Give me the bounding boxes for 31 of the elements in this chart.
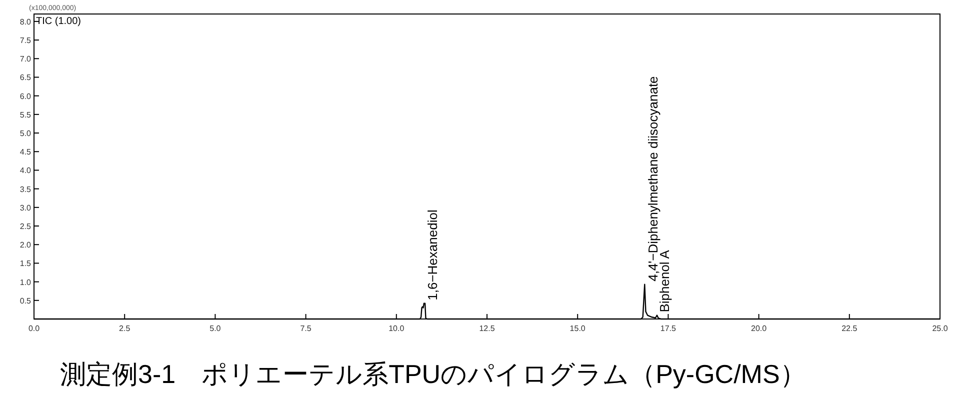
- y-tick-label: 4.0: [20, 166, 32, 176]
- y-tick-label: 2.5: [20, 222, 32, 232]
- y-tick-label: 7.0: [20, 54, 32, 64]
- annotation: 1,6−Hexanediol: [425, 210, 440, 300]
- annotation: 4,4'−Diphenylmethane diisocyanate: [646, 76, 661, 282]
- x-tick-label: 25.0: [932, 324, 948, 333]
- y-tick-label: 6.5: [20, 73, 32, 82]
- x-tick-label: 12.5: [479, 324, 496, 333]
- x-tick-label: 10.0: [388, 324, 405, 333]
- x-tick-label: 2.5: [119, 324, 131, 333]
- y-tick-label: 7.5: [20, 36, 32, 46]
- text: 測定例3-1 ポリエーテル系TPUのパイログラム（Py-GC/MS）: [60, 359, 806, 389]
- y-tick-label: 1.0: [20, 278, 32, 287]
- x-tick-label: 20.0: [751, 324, 768, 333]
- x-tick-label: 5.0: [210, 324, 222, 333]
- y-tick-label: 5.5: [20, 110, 32, 120]
- y-tick-label: 1.5: [20, 259, 32, 268]
- x-tick-label: 15.0: [570, 324, 586, 333]
- y-tick-label: 8.0: [20, 17, 32, 26]
- y-tick-label: 6.0: [20, 92, 32, 101]
- y-tick-label: 3.0: [20, 203, 32, 212]
- y-tick-label: 2.0: [20, 240, 32, 250]
- x-tick-label: 17.5: [660, 324, 677, 333]
- y-tick-label: 5.0: [20, 129, 32, 138]
- y-tick-label: 3.5: [20, 184, 32, 194]
- y-tick-label: 0.5: [20, 296, 32, 306]
- x-tick-label: 0.0: [28, 324, 40, 333]
- annotation: TIC (1.00): [36, 16, 82, 27]
- x-tick-label: 22.5: [842, 324, 858, 333]
- y-tick-label: 4.5: [20, 148, 32, 157]
- x-tick-label: 7.5: [300, 324, 312, 333]
